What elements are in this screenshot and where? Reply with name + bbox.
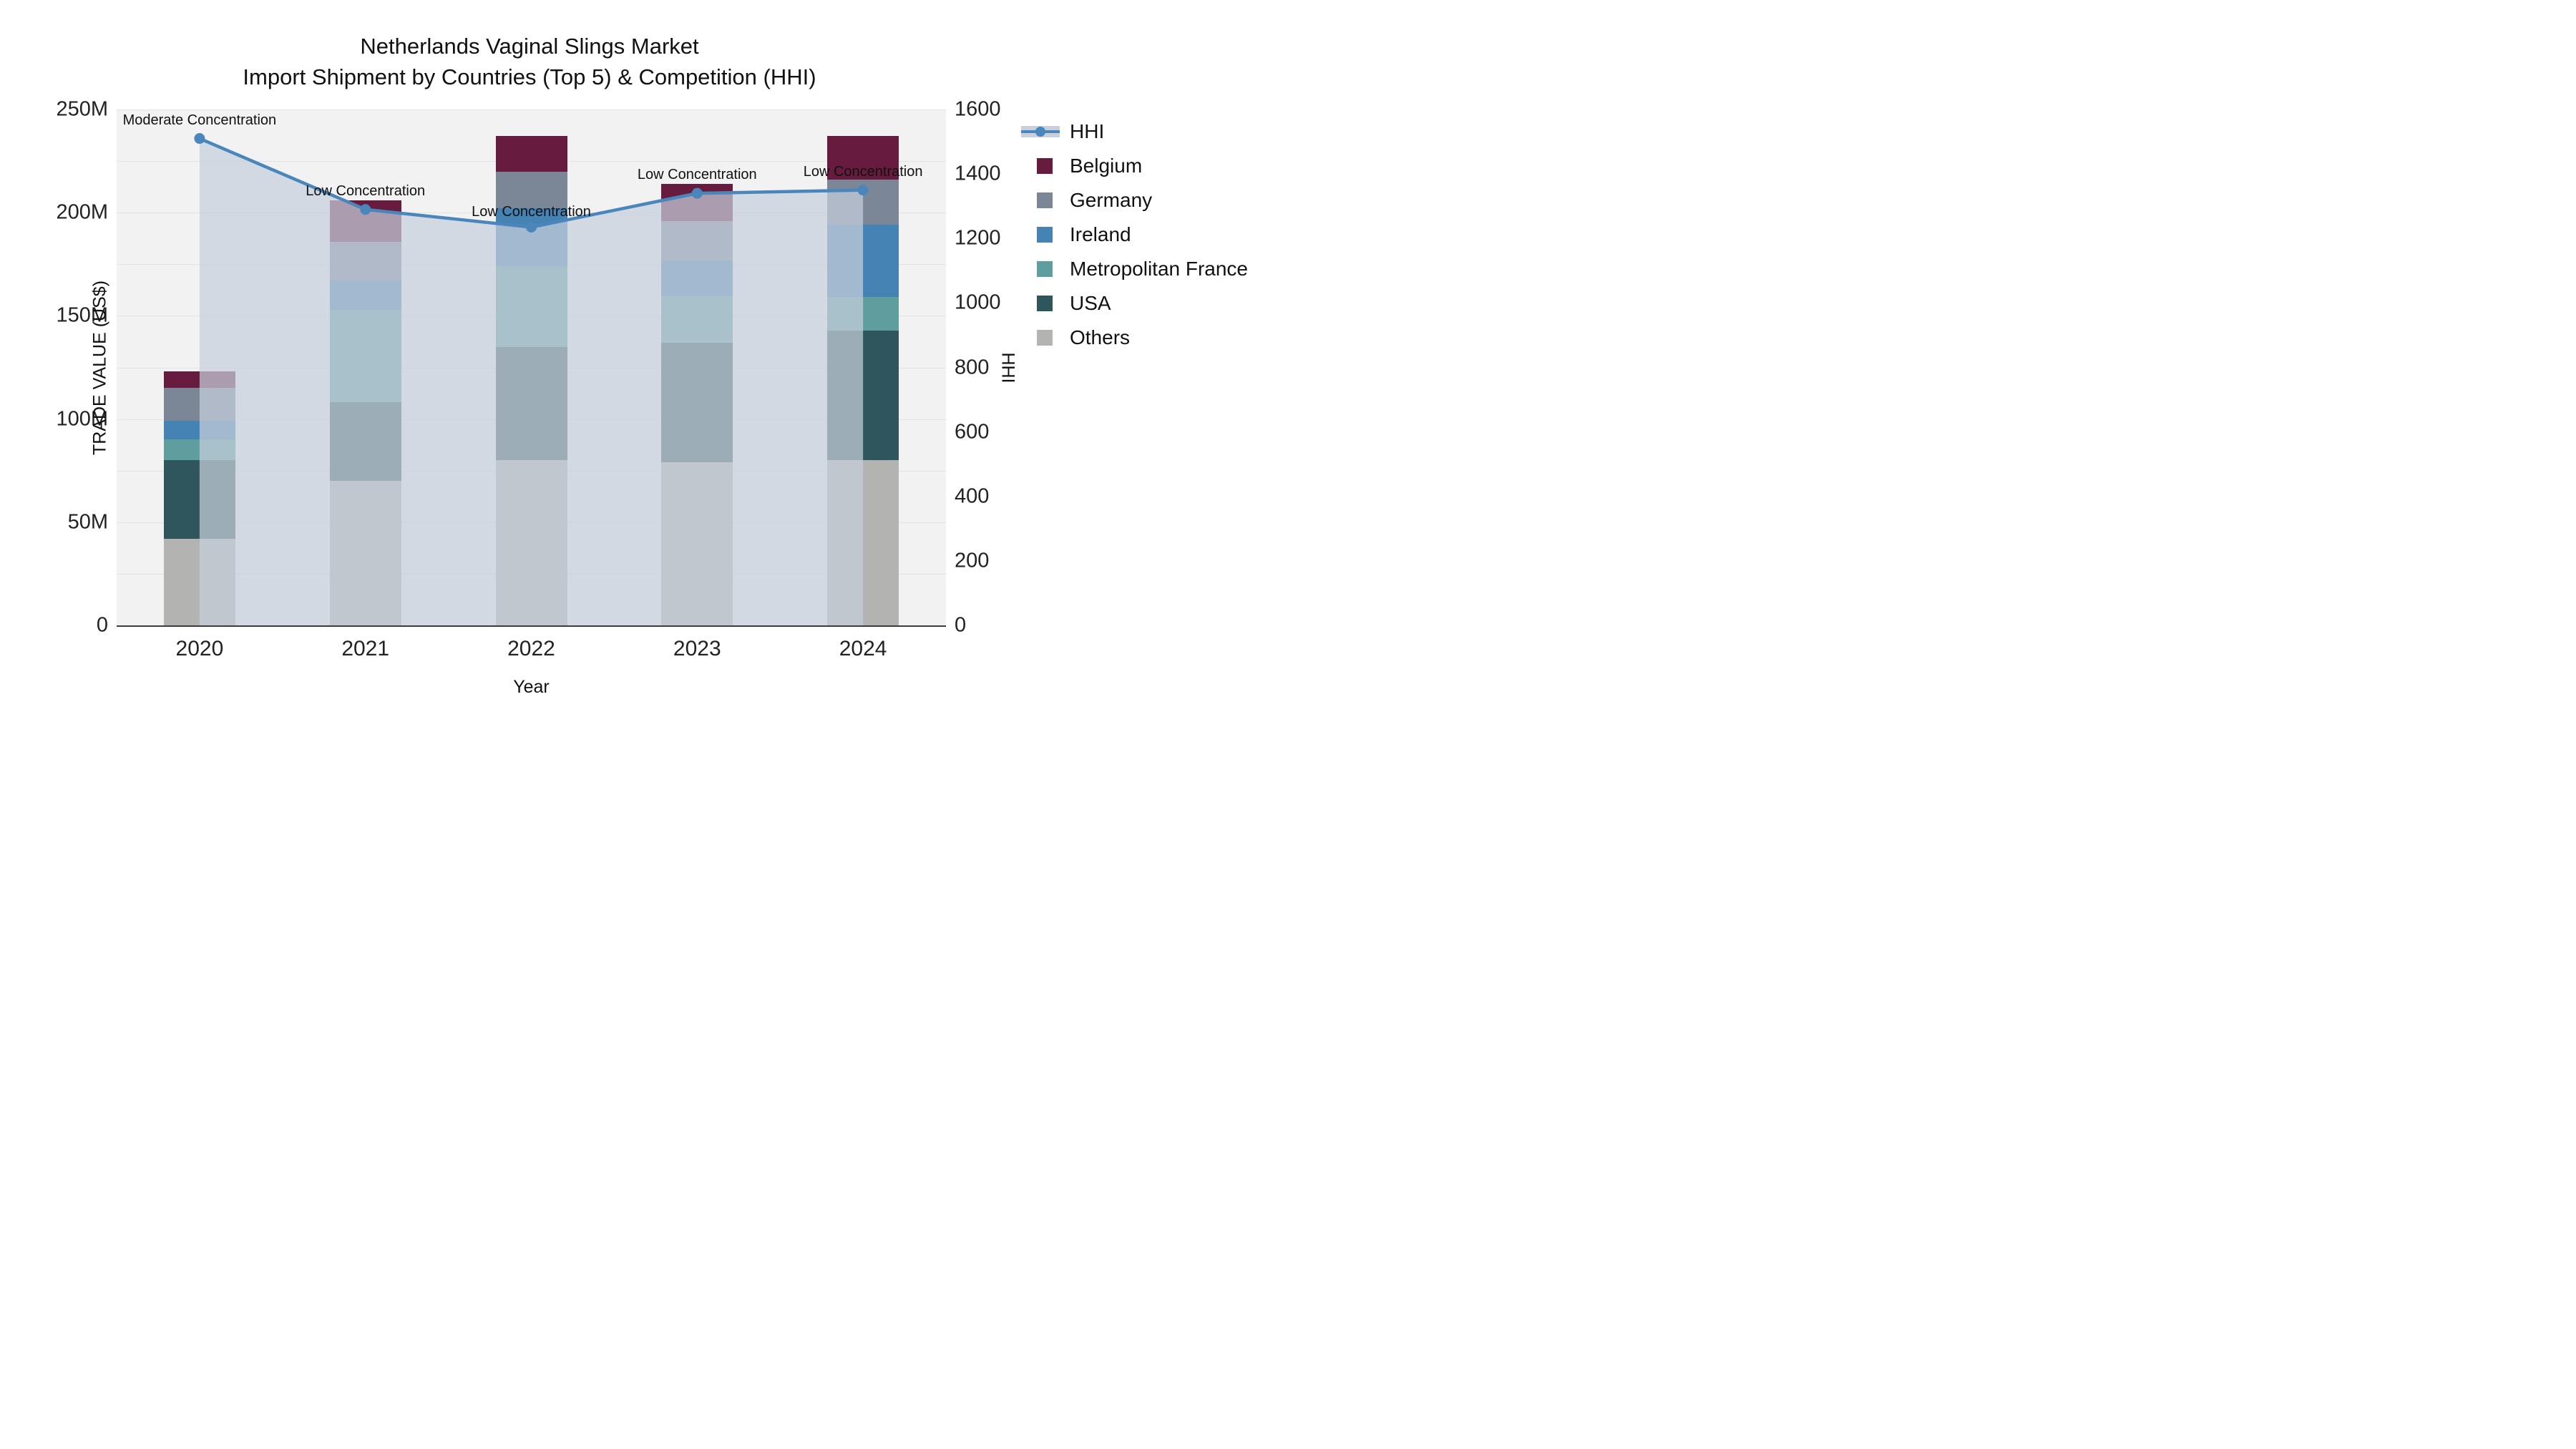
concentration-annotation: Low Concentration — [637, 167, 757, 183]
legend-color-swatch — [1037, 295, 1053, 311]
legend-label: Ireland — [1070, 223, 1131, 245]
legend-item-belgium[interactable]: Belgium — [1021, 155, 1248, 177]
chart-title-line1: Netherlands Vaginal Slings Market — [360, 34, 699, 59]
bar-segment-germany[interactable] — [495, 171, 567, 209]
x-axis-title: Year — [513, 677, 550, 697]
left-axis-tick-label: 150M — [56, 303, 108, 327]
left-axis-tick-label: 100M — [56, 407, 108, 431]
right-axis-tick-label: 1000 — [955, 291, 1001, 314]
x-axis-tick-label: 2020 — [175, 637, 224, 660]
right-axis-tick-label: 600 — [955, 420, 990, 444]
legend-color-swatch — [1037, 226, 1053, 243]
x-axis-line — [117, 625, 946, 627]
right-axis-tick-label: 200 — [955, 549, 990, 572]
right-axis-tick-label: 1600 — [955, 97, 1001, 121]
chart-canvas: Netherlands Vaginal Slings Market Import… — [0, 0, 1288, 725]
hhi-line-legend-sample — [1021, 125, 1060, 139]
legend-label: Belgium — [1070, 154, 1143, 177]
legend-label: Germany — [1070, 188, 1153, 211]
concentration-annotation: Low Concentration — [472, 204, 591, 220]
concentration-annotation: Low Concentration — [803, 163, 923, 180]
legend-label: USA — [1070, 291, 1111, 314]
legend-color-swatch — [1037, 192, 1053, 208]
legend-item-ireland[interactable]: Ireland — [1021, 223, 1248, 245]
x-axis-tick-label: 2024 — [839, 637, 887, 660]
legend: HHI Belgium Germany Ireland Metropolitan Fra… — [1021, 120, 1248, 348]
left-axis-tick-label: 50M — [67, 510, 108, 534]
right-axis-tick-label: 800 — [955, 356, 990, 379]
legend-color-swatch — [1037, 260, 1053, 277]
legend-item-metropolitan-france[interactable]: Metropolitan France — [1021, 258, 1248, 280]
legend-color-swatch — [1037, 329, 1053, 346]
bar-segment-belgium[interactable] — [495, 136, 567, 172]
legend-label: Others — [1070, 326, 1131, 348]
x-axis-tick-label: 2021 — [341, 637, 390, 660]
legend-label: HHI — [1070, 119, 1105, 142]
concentration-annotation: Moderate Concentration — [122, 112, 277, 128]
legend-label: Metropolitan France — [1070, 257, 1249, 280]
bar-segment-belgium[interactable] — [827, 136, 899, 180]
left-axis-tick-label: 200M — [56, 200, 108, 224]
legend-item-germany[interactable]: Germany — [1021, 189, 1248, 211]
hhi-point[interactable] — [360, 204, 371, 215]
left-axis-tick-label: 250M — [56, 97, 108, 121]
hhi-area-fill — [199, 138, 864, 625]
chart-title-line2: Import Shipment by Countries (Top 5) & C… — [243, 64, 816, 89]
gridline — [117, 109, 946, 110]
legend-color-swatch — [1037, 157, 1053, 174]
right-axis-tick-label: 0 — [955, 613, 967, 637]
legend-item-usa[interactable]: USA — [1021, 292, 1248, 314]
right-axis-tick-label: 1200 — [955, 226, 1001, 250]
right-axis-title: HHI — [997, 351, 1018, 384]
legend-item-others[interactable]: Others — [1021, 326, 1248, 348]
hhi-line-layer — [194, 133, 869, 625]
legend-item-hhi[interactable]: HHI — [1021, 120, 1248, 142]
right-axis-tick-label: 400 — [955, 484, 990, 508]
hhi-point[interactable] — [857, 185, 869, 196]
concentration-annotation: Low Concentration — [306, 182, 426, 199]
x-axis-tick-label: 2022 — [507, 637, 555, 660]
hhi-point[interactable] — [691, 187, 703, 199]
hhi-point[interactable] — [194, 133, 205, 145]
x-axis-tick-label: 2023 — [673, 637, 721, 660]
right-axis-tick-label: 1400 — [955, 162, 1001, 185]
left-axis-title: TRADE VALUE (US$) — [89, 280, 110, 455]
left-axis-tick-label: 0 — [96, 613, 108, 637]
hhi-point[interactable] — [526, 221, 537, 233]
